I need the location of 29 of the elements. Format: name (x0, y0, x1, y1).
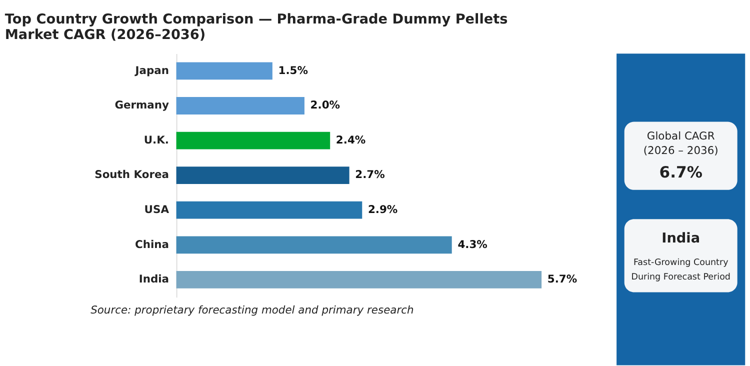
y-tick-label: Germany (114, 98, 170, 112)
bar (176, 166, 350, 184)
data-label: 2.4% (336, 133, 366, 146)
data-label: 1.5% (278, 64, 308, 77)
bar (176, 201, 362, 219)
y-tick-label: USA (144, 203, 170, 216)
text: Fast-Growing Country (633, 258, 728, 268)
data-label: 4.3% (458, 238, 488, 251)
bar (176, 236, 452, 254)
data-label: 2.0% (310, 98, 340, 112)
data-label: 2.9% (368, 203, 398, 216)
y-tick-label: China (134, 238, 169, 251)
data-label: 2.7% (355, 168, 386, 182)
bar (176, 62, 272, 80)
y-tick-label: India (138, 272, 169, 286)
text: Global CAGR (646, 129, 716, 142)
bar (176, 132, 330, 150)
source-note: Source: proprietary forecasting model and primary research (90, 304, 414, 317)
chart-title: Top Country Growth Comparison — Pharma-Grade Dummy Pellets Market CAGR (2026–2036) (4, 11, 508, 43)
y-tick-label: U.K. (144, 133, 169, 146)
y-tick-label: Japan (134, 64, 169, 77)
text: (2026 – 2036) (643, 144, 718, 157)
y-tick-label: South Korea (94, 168, 169, 182)
text: 6.7% (659, 163, 703, 182)
data-label: 5.7% (547, 272, 578, 286)
bar (176, 97, 304, 114)
text: India (662, 230, 700, 247)
bar (176, 270, 542, 288)
text: During Forecast Period (631, 272, 730, 283)
